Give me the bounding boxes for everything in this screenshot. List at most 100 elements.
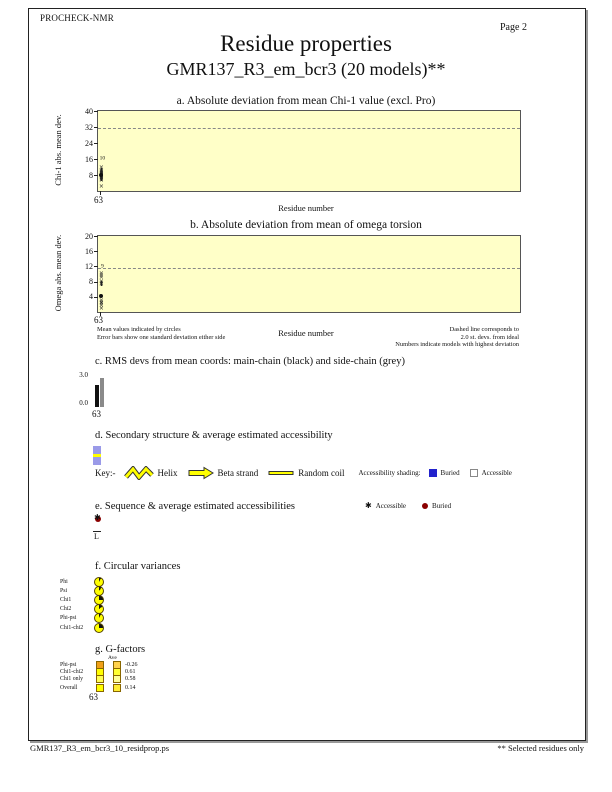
model-deviation-point: × xyxy=(98,273,104,281)
variance-pie-icon xyxy=(94,622,104,633)
residue-accessibility-marker: ✱ xyxy=(94,513,102,523)
model-deviation-point: × xyxy=(98,174,104,181)
section-d-key: Key:- Helix Beta strand Random coil Acce… xyxy=(95,466,512,480)
chart-c-plot-area xyxy=(95,375,105,407)
circular-variance-label: Chi1-chi2 xyxy=(60,624,84,631)
helix-label: Helix xyxy=(157,468,178,478)
y-tick-mark xyxy=(94,159,98,160)
g-factor-cell xyxy=(96,683,104,692)
section-e-legend: ✱ Accessible Buried xyxy=(365,501,451,511)
key-label: Key:- xyxy=(95,468,116,478)
circular-variance-label: Phi xyxy=(60,578,68,585)
page-title: Residue properties xyxy=(220,31,392,56)
model-deviation-point: × xyxy=(98,271,104,279)
g-factor-row: Phi-psi -0.26 xyxy=(60,660,138,669)
g-factor-row: Chi1 only 0.58 xyxy=(60,674,138,683)
circular-variance-row: Phi-psi xyxy=(60,613,104,624)
section-g-xtick: 63 xyxy=(89,692,98,702)
variance-pie-icon xyxy=(94,613,104,624)
circular-variance-label: Chi2 xyxy=(60,606,72,613)
model-deviation-point: × xyxy=(98,175,104,182)
chart-a-ylabel: Chi-1 abs. mean dev. xyxy=(53,114,63,186)
beta-strand-icon xyxy=(188,466,214,480)
y-tick-mark xyxy=(94,281,98,283)
buried-square-icon xyxy=(428,469,437,477)
accessible-legend-label: Accessible xyxy=(375,502,407,510)
circular-variance-label: Phi-psi xyxy=(60,615,77,622)
model-deviation-point: × xyxy=(98,296,104,304)
random-coil-label: Random coil xyxy=(298,468,345,478)
g-factor-ave-cell xyxy=(113,683,121,692)
y-tick-label: 40 xyxy=(85,106,93,116)
mean-value-circle xyxy=(99,173,104,177)
g-row-value: 0.61 xyxy=(125,668,136,675)
chart-c-title: c. RMS devs from mean coords: main-chain… xyxy=(95,356,405,367)
circular-variance-row: Phi xyxy=(60,576,104,587)
model-deviation-point: × xyxy=(98,176,104,183)
chart-a-xtick-mark xyxy=(100,191,101,195)
y-tick-label: 24 xyxy=(85,138,93,148)
section-f-title: f. Circular variances xyxy=(95,561,181,572)
chart-a-title: a. Absolute deviation from mean Chi-1 va… xyxy=(176,95,436,107)
model-deviation-point: × xyxy=(98,300,104,308)
model-deviation-point: × xyxy=(98,279,104,287)
g-factor-ave-cell xyxy=(113,674,121,683)
circular-variance-row: Chi1-chi2 xyxy=(60,622,104,633)
mean-value-circle xyxy=(99,293,104,298)
chart-b-xtick: 63 xyxy=(94,315,103,325)
model-deviation-point: × xyxy=(98,277,104,285)
random-coil-icon xyxy=(268,471,294,475)
model-deviation-point: × xyxy=(98,168,104,175)
accessible-label: Accessible xyxy=(481,469,512,477)
g-row-value: 0.14 xyxy=(125,684,136,691)
ideal-threshold-dashed-line xyxy=(98,268,520,270)
y-tick-mark xyxy=(94,236,98,237)
app-name: PROCHECK-NMR xyxy=(40,13,114,23)
accessible-square-icon xyxy=(469,469,478,477)
y-tick-mark xyxy=(94,266,98,268)
g-row-value: -0.26 xyxy=(125,661,138,668)
chart-b-xlabel: Residue number xyxy=(278,328,334,338)
circular-variance-rows: Phi Psi Chi1 Chi2 Phi-psi Chi1-chi2 xyxy=(60,576,104,633)
buried-label: Buried xyxy=(440,469,460,477)
accessible-star-icon: ✱ xyxy=(365,501,372,510)
highest-deviation-model-number: 10 xyxy=(99,155,106,162)
chart-a-xtick: 63 xyxy=(94,195,103,205)
model-deviation-point: × xyxy=(98,167,104,174)
circular-variance-label: Psi xyxy=(60,587,68,594)
accessible-star-icon: ✱ xyxy=(94,513,101,522)
chart-c-ytick-top: 3.0 xyxy=(79,371,88,379)
random-coil-band xyxy=(93,454,101,457)
y-tick-label: 20 xyxy=(85,231,93,241)
section-g-title: g. G-factors xyxy=(95,644,146,655)
y-tick-mark xyxy=(94,111,98,112)
y-tick-label: 8 xyxy=(89,277,93,287)
model-deviation-point: × xyxy=(99,170,104,176)
chart-b-footnote-right: Dashed line corresponds to 2.0 st. devs.… xyxy=(319,326,519,349)
y-tick-label: 16 xyxy=(85,246,93,256)
ideal-threshold-dashed-line xyxy=(98,128,520,129)
g-row-label: Chi1-chi2 xyxy=(60,668,84,675)
rms-dev-bar-side-chain xyxy=(99,378,104,407)
y-tick-label: 4 xyxy=(89,292,93,302)
circular-variance-label: Chi1 xyxy=(60,596,72,603)
y-tick-label: 8 xyxy=(89,170,93,180)
y-tick-mark xyxy=(94,175,98,176)
buried-dot-icon xyxy=(422,503,429,509)
circular-variance-row: Psi xyxy=(60,585,104,596)
helix-icon xyxy=(123,466,154,480)
model-deviation-point: × xyxy=(98,304,104,312)
rms-dev-bar-main-chain xyxy=(95,385,99,407)
model-deviation-point: × xyxy=(98,298,104,306)
g-row-label: Phi-psi xyxy=(60,661,77,668)
page-subtitle: GMR137_R3_em_bcr3 (20 models)** xyxy=(166,59,446,79)
y-tick-label: 16 xyxy=(85,154,93,164)
g-row-label: Overall xyxy=(60,684,78,691)
footnote-line: Dashed line corresponds to xyxy=(449,326,519,333)
model-deviation-point: × xyxy=(98,270,104,277)
footer-filename: GMR137_R3_em_bcr3_10_residprop.ps xyxy=(30,743,170,753)
g-factor-cell xyxy=(96,674,104,683)
footnote-line: 2.0 st. devs. from ideal xyxy=(460,333,519,341)
buried-dot-icon xyxy=(95,516,101,522)
